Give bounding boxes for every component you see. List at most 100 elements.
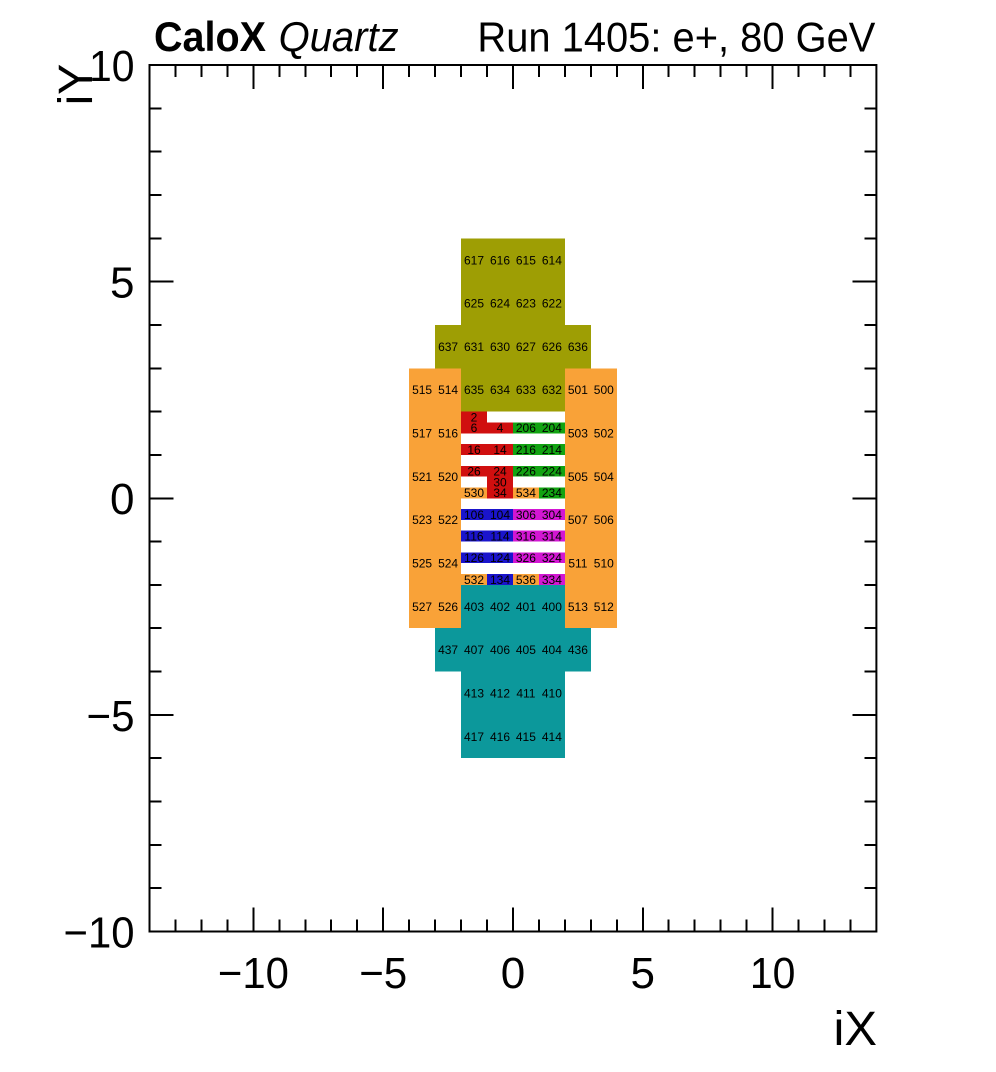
svg-text:510: 510 (594, 557, 614, 571)
svg-text:631: 631 (464, 340, 484, 354)
svg-text:523: 523 (412, 513, 432, 527)
svg-text:517: 517 (412, 427, 432, 441)
svg-text:412: 412 (490, 687, 510, 701)
svg-text:632: 632 (542, 383, 562, 397)
svg-text:4: 4 (497, 421, 504, 435)
svg-text:617: 617 (464, 253, 484, 267)
svg-text:−10: −10 (218, 949, 289, 998)
svg-text:615: 615 (516, 253, 536, 267)
svg-text:216: 216 (516, 443, 536, 457)
svg-text:114: 114 (490, 530, 509, 544)
svg-text:503: 503 (568, 427, 588, 441)
svg-text:0: 0 (501, 949, 525, 998)
svg-text:−5: −5 (87, 692, 135, 741)
svg-text:5: 5 (631, 949, 655, 998)
svg-text:626: 626 (542, 340, 562, 354)
svg-text:504: 504 (594, 470, 614, 484)
svg-text:30: 30 (493, 475, 507, 489)
svg-text:6: 6 (471, 421, 478, 435)
svg-text:16: 16 (467, 443, 481, 457)
svg-text:522: 522 (438, 513, 458, 527)
svg-text:526: 526 (438, 600, 458, 614)
svg-text:516: 516 (438, 427, 458, 441)
svg-text:400: 400 (542, 600, 562, 614)
svg-text:334: 334 (542, 573, 562, 587)
svg-text:316: 316 (516, 530, 536, 544)
svg-text:CaloX: CaloX (154, 13, 266, 60)
svg-text:511: 511 (568, 557, 587, 571)
svg-text:616: 616 (490, 253, 510, 267)
svg-text:24: 24 (493, 465, 507, 479)
svg-text:226: 226 (516, 465, 536, 479)
svg-text:630: 630 (490, 340, 510, 354)
svg-text:0: 0 (110, 475, 134, 524)
svg-text:−5: −5 (359, 949, 407, 998)
svg-text:627: 627 (516, 340, 536, 354)
svg-text:622: 622 (542, 297, 562, 311)
svg-text:5: 5 (110, 259, 134, 308)
svg-text:634: 634 (490, 383, 510, 397)
svg-text:404: 404 (542, 643, 562, 657)
svg-text:Run 1405: e+, 80 GeV: Run 1405: e+, 80 GeV (477, 13, 875, 60)
svg-text:501: 501 (568, 383, 588, 397)
svg-text:314: 314 (542, 530, 562, 544)
svg-text:623: 623 (516, 297, 536, 311)
svg-text:505: 505 (568, 470, 588, 484)
svg-text:413: 413 (464, 687, 484, 701)
svg-text:411: 411 (516, 687, 535, 701)
svg-text:530: 530 (464, 486, 484, 500)
svg-text:512: 512 (594, 600, 614, 614)
svg-text:26: 26 (467, 465, 481, 479)
svg-text:126: 126 (464, 551, 484, 565)
svg-text:405: 405 (516, 643, 536, 657)
svg-text:2: 2 (471, 410, 478, 424)
svg-text:416: 416 (490, 730, 510, 744)
svg-text:636: 636 (568, 340, 588, 354)
svg-text:401: 401 (516, 600, 536, 614)
svg-text:437: 437 (438, 643, 458, 657)
svg-text:436: 436 (568, 643, 588, 657)
svg-text:414: 414 (542, 730, 562, 744)
svg-text:534: 534 (516, 486, 536, 500)
svg-text:134: 134 (490, 573, 510, 587)
svg-text:104: 104 (490, 508, 510, 522)
svg-text:635: 635 (464, 383, 484, 397)
svg-text:14: 14 (493, 443, 507, 457)
svg-text:624: 624 (490, 297, 510, 311)
svg-text:410: 410 (542, 687, 562, 701)
svg-text:402: 402 (490, 600, 510, 614)
svg-text:637: 637 (438, 340, 458, 354)
svg-text:415: 415 (516, 730, 536, 744)
svg-text:536: 536 (516, 573, 536, 587)
svg-text:−10: −10 (64, 909, 135, 958)
svg-text:34: 34 (493, 486, 507, 500)
svg-text:502: 502 (594, 427, 614, 441)
svg-text:500: 500 (594, 383, 614, 397)
svg-text:124: 124 (490, 551, 510, 565)
svg-text:527: 527 (412, 600, 432, 614)
svg-text:224: 224 (542, 465, 562, 479)
svg-text:515: 515 (412, 383, 432, 397)
svg-text:633: 633 (516, 383, 536, 397)
svg-text:10: 10 (89, 42, 135, 91)
svg-text:514: 514 (438, 383, 458, 397)
svg-text:iY: iY (49, 64, 103, 106)
svg-text:513: 513 (568, 600, 588, 614)
svg-text:306: 306 (516, 508, 536, 522)
svg-text:324: 324 (542, 551, 562, 565)
svg-text:204: 204 (542, 421, 562, 435)
svg-text:507: 507 (568, 513, 588, 527)
svg-text:326: 326 (516, 551, 536, 565)
svg-text:520: 520 (438, 470, 458, 484)
svg-text:403: 403 (464, 600, 484, 614)
svg-text:214: 214 (542, 443, 562, 457)
svg-text:506: 506 (594, 513, 614, 527)
svg-text:407: 407 (464, 643, 484, 657)
svg-text:406: 406 (490, 643, 510, 657)
svg-text:10: 10 (750, 949, 796, 998)
svg-text:116: 116 (464, 530, 483, 544)
svg-text:625: 625 (464, 297, 484, 311)
svg-text:524: 524 (438, 557, 458, 571)
svg-text:532: 532 (464, 573, 484, 587)
svg-text:525: 525 (412, 557, 432, 571)
